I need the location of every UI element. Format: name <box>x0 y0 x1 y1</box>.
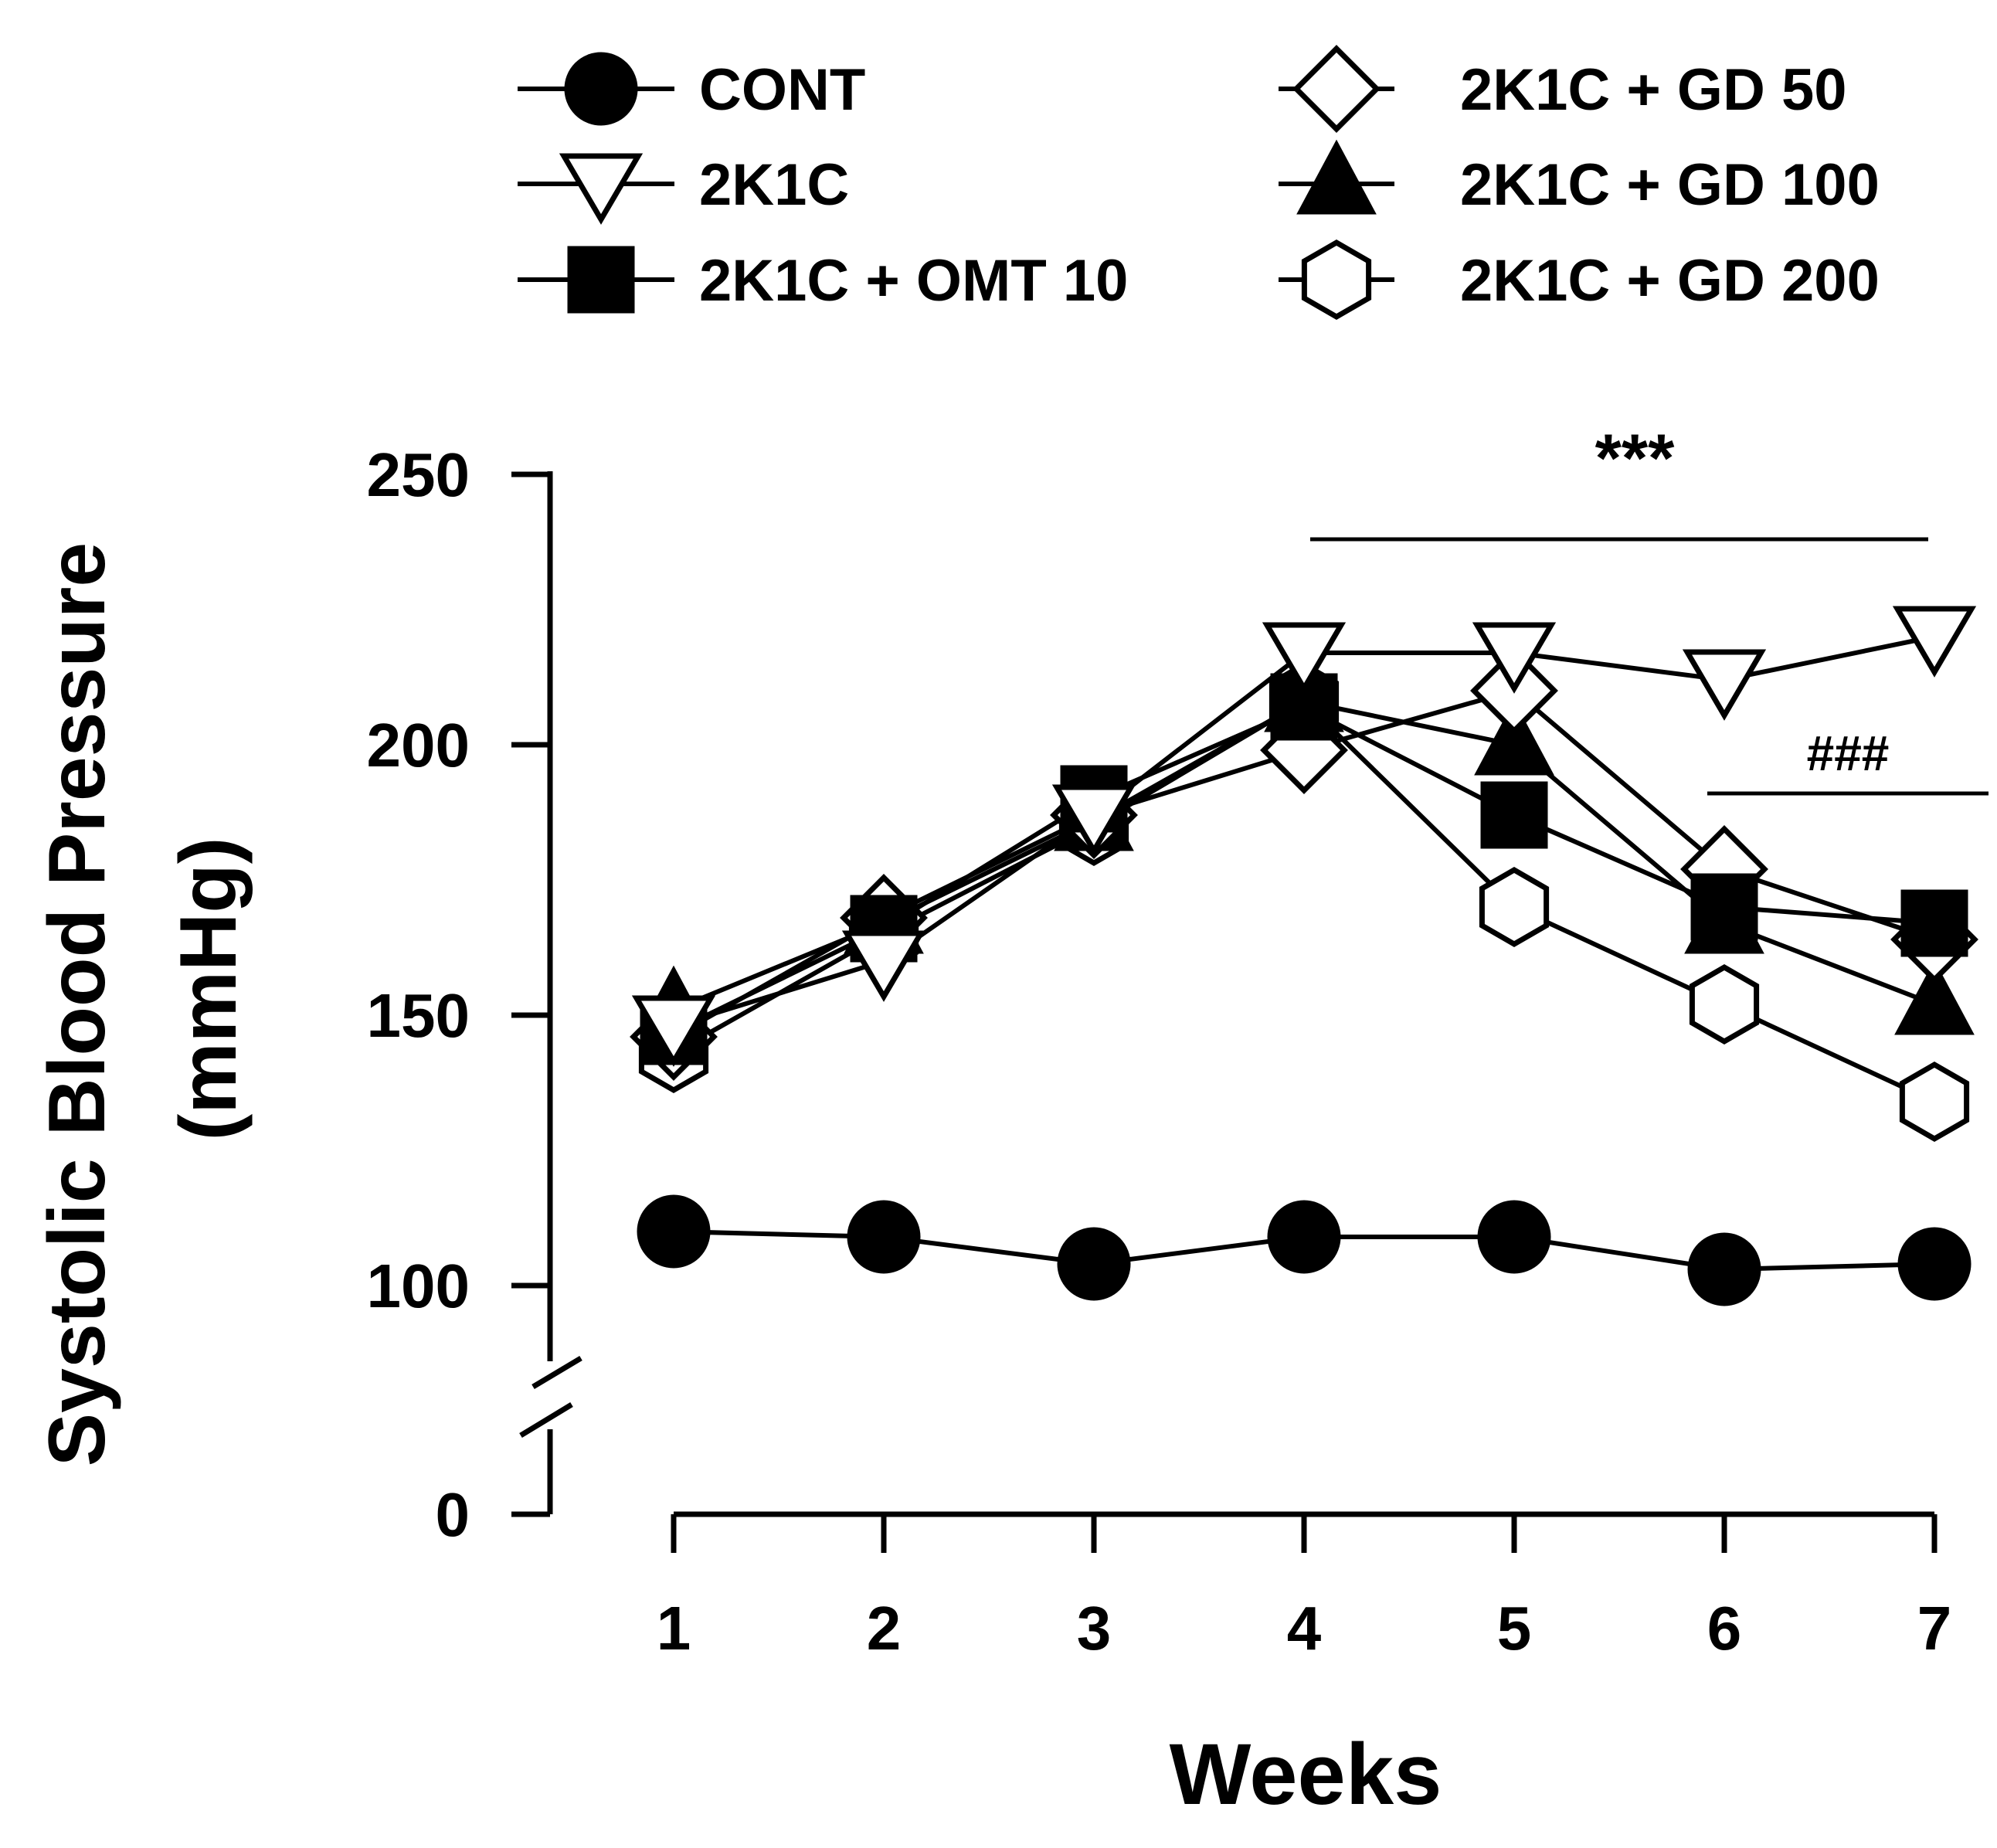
point-2k1c-week-1 <box>631 995 716 1067</box>
x-tick-label-7: 7 <box>1917 1594 1952 1663</box>
y-tick-label-0: 0 <box>436 1480 470 1549</box>
point-2k1c-omt-10-week-5 <box>1480 781 1548 849</box>
series-group <box>630 606 1978 1306</box>
series-markers <box>630 606 1978 1306</box>
y-tick-label-250: 250 <box>367 440 470 509</box>
point-2k1c-omt-10-week-7 <box>1900 889 1968 957</box>
point-cont-week-1 <box>637 1194 711 1269</box>
point-2k1c-omt-10-week-6 <box>1690 873 1758 941</box>
y-tick-label-150: 150 <box>367 981 470 1050</box>
y-tick-label-100: 100 <box>367 1252 470 1320</box>
point-cont-week-6 <box>1687 1232 1761 1306</box>
point-2k1c-week-5 <box>1472 622 1557 694</box>
annotations: *** ### <box>1310 420 1989 796</box>
point-2k1c-gd-200-week-7 <box>1899 1061 1970 1143</box>
y-axis-title: Systolic Blood Pressure <box>32 542 122 1466</box>
axes: 0 100 150 200 250 1 2 3 4 5 6 7 <box>367 440 1952 1663</box>
legend-label-cont: CONT <box>699 57 865 123</box>
significance-label-2: ### <box>1807 725 1890 781</box>
x-tick-label-3: 3 <box>1077 1594 1112 1663</box>
point-2k1c-gd-200-week-5 <box>1479 866 1550 948</box>
legend-marker-cont <box>564 52 638 126</box>
x-tick-label-5: 5 <box>1497 1594 1532 1663</box>
x-tick-label-1: 1 <box>657 1594 691 1663</box>
point-2k1c-week-4 <box>1262 622 1347 694</box>
y-axis-title-line2: (mmHg) <box>164 837 253 1141</box>
legend-marker-2k1c-gd-200 <box>1301 239 1372 321</box>
point-2k1c-gd-200-week-6 <box>1689 963 1760 1045</box>
point-2k1c-gd-100-week-7 <box>1894 960 1975 1035</box>
y-axis-title-line1: Systolic Blood Pressure <box>32 542 122 1466</box>
legend: CONT 2K1C 2K1C + OMT 10 2K1C + GD 50 2K1C + … <box>518 45 1880 321</box>
point-cont-week-2 <box>847 1200 921 1274</box>
y-axis-break-mark-2 <box>519 1402 573 1438</box>
point-2k1c-gd-100-week-5 <box>1474 700 1554 776</box>
legend-marker-2k1c-gd-100 <box>1296 139 1377 215</box>
point-cont-week-7 <box>1897 1227 1972 1301</box>
y-axis-break-mark-1 <box>532 1355 582 1390</box>
point-2k1c-week-7 <box>1892 606 1977 678</box>
point-cont-week-4 <box>1267 1200 1341 1274</box>
point-2k1c-week-2 <box>841 930 926 1002</box>
legend-label-2k1c-gd-200: 2K1C + GD 200 <box>1460 248 1880 314</box>
legend-label-2k1c-gd-50: 2K1C + GD 50 <box>1460 57 1847 123</box>
legend-marker-2k1c <box>559 153 644 225</box>
legend-marker-2k1c-omt-10 <box>567 246 635 314</box>
point-cont-week-3 <box>1057 1227 1131 1301</box>
point-2k1c-week-3 <box>1051 784 1136 856</box>
x-tick-label-6: 6 <box>1707 1594 1742 1663</box>
point-cont-week-5 <box>1477 1200 1551 1274</box>
x-tick-label-2: 2 <box>867 1594 902 1663</box>
y-tick-label-200: 200 <box>367 711 470 780</box>
significance-label-1: *** <box>1595 420 1675 496</box>
x-axis-title: Weeks <box>1170 1726 1442 1823</box>
legend-label-2k1c-omt-10: 2K1C + OMT 10 <box>699 248 1128 314</box>
legend-marker-2k1c-gd-50 <box>1292 45 1381 133</box>
legend-label-2k1c: 2K1C <box>699 152 849 218</box>
x-tick-label-4: 4 <box>1287 1594 1322 1663</box>
point-2k1c-week-6 <box>1682 649 1767 721</box>
legend-label-2k1c-gd-100: 2K1C + GD 100 <box>1460 152 1880 218</box>
y-axis-unit: (mmHg) <box>164 837 253 1141</box>
